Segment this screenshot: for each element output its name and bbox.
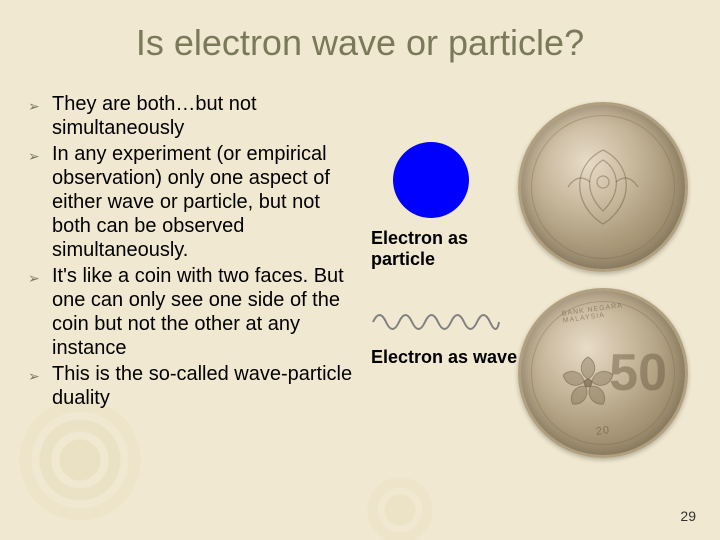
coin-front-image (518, 102, 688, 272)
diagram-column: Electron as particle Electron as wave (363, 92, 518, 458)
coin-year: 20 (595, 424, 611, 438)
coin-back-image: BANK NEGARA MALAYSIA 50 20 (518, 288, 688, 458)
particle-label: Electron as particle (371, 228, 518, 270)
content-area: ➢ They are both…but not simultaneously ➢… (0, 92, 720, 458)
bullet-item: ➢ This is the so-called wave-particle du… (28, 362, 363, 410)
coin-front-emblem (521, 105, 685, 269)
bullet-item: ➢ They are both…but not simultaneously (28, 92, 363, 140)
wave-label: Electron as wave (371, 347, 518, 368)
bullet-marker-icon: ➢ (28, 142, 52, 168)
wave-icon (371, 310, 501, 334)
bullet-item: ➢ In any experiment (or empirical observ… (28, 142, 363, 262)
slide-title: Is electron wave or particle? (0, 0, 720, 92)
bullet-marker-icon: ➢ (28, 264, 52, 290)
page-number: 29 (680, 508, 696, 524)
bullet-text: In any experiment (or empirical observat… (52, 142, 363, 262)
coins-column: BANK NEGARA MALAYSIA 50 20 (518, 92, 708, 458)
particle-circle-icon (393, 142, 469, 218)
bullet-marker-icon: ➢ (28, 92, 52, 118)
bullet-text: This is the so-called wave-particle dual… (52, 362, 363, 410)
bullet-item: ➢ It's like a coin with two faces. But o… (28, 264, 363, 360)
bullet-text: It's like a coin with two faces. But one… (52, 264, 363, 360)
bullet-marker-icon: ➢ (28, 362, 52, 388)
bullet-text: They are both…but not simultaneously (52, 92, 363, 140)
bullet-list: ➢ They are both…but not simultaneously ➢… (28, 92, 363, 458)
